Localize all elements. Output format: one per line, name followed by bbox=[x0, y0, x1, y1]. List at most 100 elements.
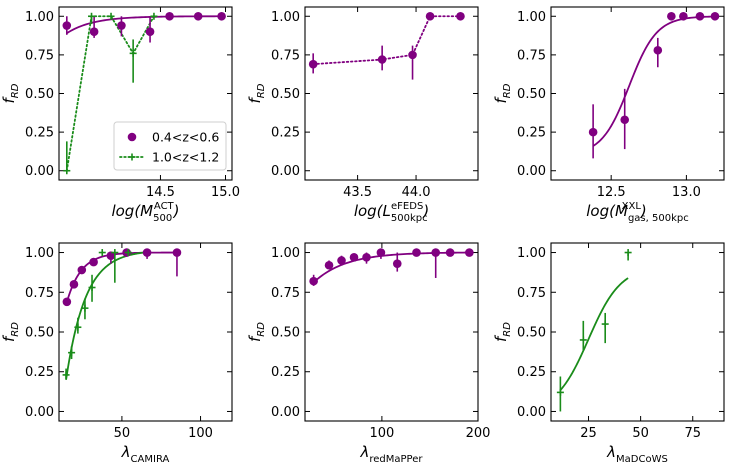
y-axis-label: fRD bbox=[246, 322, 267, 342]
plot-frame bbox=[58, 6, 233, 181]
data-point bbox=[309, 276, 318, 286]
data-point bbox=[89, 257, 98, 267]
data-point bbox=[679, 11, 688, 21]
panel-2: 0.00 0.25 0.50 0.75 1.00 43.5 44.0 fRD log(L500k… bbox=[246, 6, 479, 224]
y-tick-label: 0.25 bbox=[271, 126, 300, 141]
x-axis-label-part: log(M bbox=[111, 202, 153, 220]
panel-6: 0.00 0.25 0.50 0.75 1.00 25 50 75 fRD λMaDCoWS bbox=[492, 242, 725, 464]
y-tick-label: 0.75 bbox=[517, 286, 546, 301]
x-axis-label-part: λ bbox=[121, 443, 131, 461]
x-axis-label-part: MaDCoWS bbox=[616, 454, 668, 464]
x-tick-label: 200 bbox=[466, 426, 491, 441]
data-point bbox=[695, 11, 705, 21]
data-point bbox=[392, 259, 402, 268]
x-axis-label: log(L500kpceFEDS) bbox=[354, 201, 429, 224]
data-point bbox=[456, 11, 465, 21]
y-axis-label-sub: RD bbox=[10, 322, 21, 337]
data-point bbox=[710, 11, 720, 21]
x-axis-label-part: 500 bbox=[153, 213, 172, 224]
x-axis-label-part: CAMIRA bbox=[131, 454, 170, 464]
y-axis-label-sub: RD bbox=[256, 322, 267, 337]
y-tick-label: 1.00 bbox=[25, 10, 54, 25]
x-axis-label-part: λ bbox=[359, 443, 369, 461]
data-point bbox=[145, 27, 155, 37]
y-tick-label: 0.75 bbox=[25, 48, 54, 63]
y-axis-label-sub: RD bbox=[502, 322, 513, 337]
y-tick-label: 0.25 bbox=[271, 365, 300, 380]
data-point bbox=[445, 248, 455, 257]
x-tick-label: 100 bbox=[188, 426, 213, 441]
data-point bbox=[425, 11, 435, 21]
x-tick-label: 25 bbox=[580, 426, 597, 441]
y-axis-label-main: f bbox=[246, 334, 264, 342]
data-point bbox=[77, 265, 87, 275]
y-axis-label-main: f bbox=[0, 334, 18, 342]
x-tick-label: 14.5 bbox=[146, 185, 175, 200]
data-point bbox=[588, 127, 598, 137]
y-axis-label-main: f bbox=[492, 95, 510, 103]
y-axis-label: fRD bbox=[492, 322, 513, 342]
fit-curve-green bbox=[559, 277, 629, 391]
x-axis-label: λMaDCoWS bbox=[606, 443, 668, 464]
legend-box bbox=[113, 121, 227, 171]
data-point bbox=[193, 11, 203, 21]
data-point bbox=[412, 248, 421, 257]
fit-curve-green bbox=[65, 251, 145, 380]
x-tick-label: 43.5 bbox=[343, 185, 372, 200]
x-axis-label-part: ) bbox=[173, 202, 180, 220]
series-line-purple bbox=[312, 15, 462, 66]
plot-frame bbox=[304, 6, 479, 181]
x-axis-label: log(Mgas, 500kpcXXL) bbox=[586, 201, 688, 224]
x-tick-label: 15.0 bbox=[211, 185, 240, 200]
x-axis-label-part: ) bbox=[640, 202, 647, 220]
panel-1: 0.00 0.25 0.50 0.75 1.00 14.5 15.0 fRD log(M500A… bbox=[0, 6, 240, 224]
plot-frame bbox=[58, 242, 233, 422]
data-point bbox=[106, 251, 116, 261]
x-axis-label-part: redMaPPer bbox=[369, 454, 423, 464]
x-axis-label-part: 500kpc bbox=[391, 213, 428, 224]
data-point bbox=[324, 260, 334, 270]
data-point bbox=[308, 59, 318, 69]
data-point bbox=[337, 256, 346, 265]
data-point bbox=[62, 297, 72, 307]
data-point bbox=[465, 248, 474, 257]
y-axis-label-sub: RD bbox=[502, 83, 513, 98]
y-tick-label: 0.50 bbox=[25, 326, 54, 341]
legend-marker-circle bbox=[127, 132, 137, 142]
y-axis-label: fRD bbox=[492, 83, 513, 103]
x-tick-label: 13.0 bbox=[672, 185, 701, 200]
x-axis-label-part: ) bbox=[422, 202, 429, 220]
y-tick-label: 0.50 bbox=[517, 87, 546, 102]
y-tick-label: 0.50 bbox=[271, 326, 300, 341]
y-tick-label: 0.75 bbox=[25, 286, 54, 301]
y-axis-label: fRD bbox=[0, 322, 21, 342]
x-axis-label-part: eFEDS bbox=[391, 201, 423, 212]
y-tick-label: 0.75 bbox=[517, 48, 546, 63]
y-axis-label-main: f bbox=[246, 95, 264, 103]
x-axis-label-part: XXL bbox=[622, 201, 642, 212]
panel-5: 0.00 0.25 0.50 0.75 1.00 100 200 fRD λredMaPPer bbox=[246, 242, 491, 464]
y-tick-label: 0.50 bbox=[25, 87, 54, 102]
x-tick-label: 50 bbox=[632, 426, 649, 441]
y-axis-label: fRD bbox=[246, 83, 267, 103]
x-tick-label: 50 bbox=[114, 426, 131, 441]
y-axis-label-sub: RD bbox=[10, 83, 21, 98]
y-tick-label: 0.75 bbox=[271, 48, 300, 63]
x-axis-label: λredMaPPer bbox=[359, 443, 423, 464]
y-axis-label-main: f bbox=[492, 334, 510, 342]
x-axis-label-part: log(M bbox=[586, 202, 628, 220]
data-point bbox=[217, 11, 226, 21]
y-tick-label: 0.25 bbox=[517, 365, 546, 380]
x-axis-label-part: ACT bbox=[154, 201, 175, 212]
plot-frame bbox=[550, 6, 725, 181]
x-tick-label: 44.0 bbox=[402, 185, 431, 200]
y-tick-label: 0.50 bbox=[271, 87, 300, 102]
x-axis-label: λCAMIRA bbox=[121, 443, 170, 464]
y-axis-label: fRD bbox=[0, 83, 21, 103]
y-tick-label: 0.75 bbox=[271, 286, 300, 301]
x-axis-label: log(M500ACT) bbox=[111, 201, 179, 224]
y-tick-label: 1.00 bbox=[517, 246, 546, 261]
fit-curve-purple bbox=[592, 15, 714, 147]
y-tick-label: 1.00 bbox=[271, 246, 300, 261]
